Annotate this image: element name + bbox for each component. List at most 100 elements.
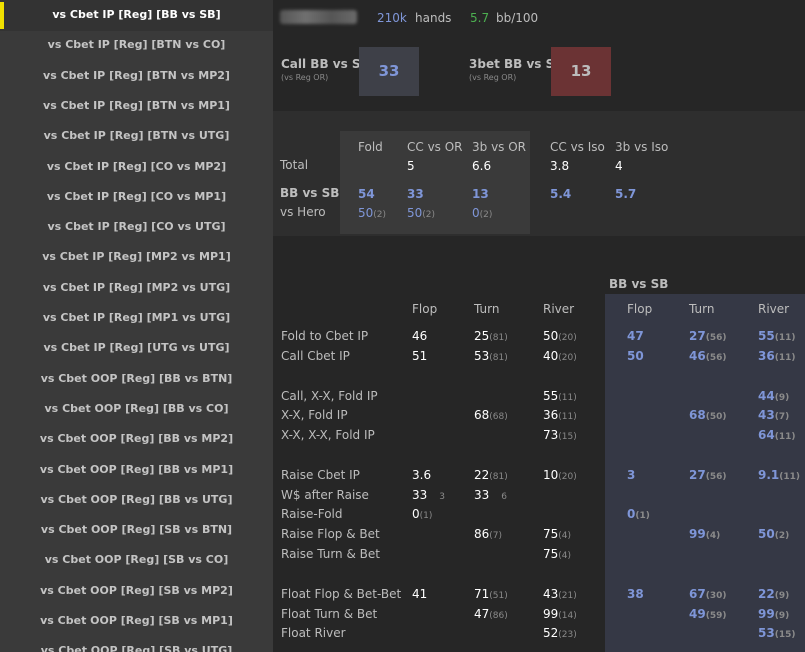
postflop-value: 75(4) (543, 527, 572, 541)
bbsb-value: 9.1(11) (758, 468, 801, 482)
postflop-value-sample: 6 (501, 492, 508, 502)
sidebar-active-highlight (0, 0, 273, 31)
bbsb-value: 3 (627, 468, 636, 482)
bbsb-value-sample: (11) (774, 333, 796, 343)
sidebar-item[interactable]: vs Cbet OOP [Reg] [SB vs MP1] (40, 614, 233, 627)
bbsb-value: 27(56) (689, 329, 727, 343)
sidebar-item[interactable]: vs Cbet IP [Reg] [BTN vs MP1] (43, 98, 230, 112)
sidebar-item[interactable]: vs Cbet IP [Reg] [MP1 vs UTG] (42, 311, 231, 324)
sidebar-item[interactable]: vs Cbet OOP [Reg] [SB vs BTN] (40, 523, 233, 537)
postflop-row-label: Float Turn & Bet (281, 607, 378, 621)
call-stat-sub: (vs Reg OR) (281, 73, 329, 82)
postflop-value-sample: (20) (558, 333, 577, 343)
postflop-value: 75(4) (543, 547, 572, 561)
sidebar-item[interactable]: vs Cbet OOP [Reg] [SB vs MP2] (40, 583, 233, 597)
hud-total-value: 4 (615, 159, 623, 173)
hands-count: 210k (377, 11, 407, 25)
postflop-value: 40(20) (543, 349, 577, 363)
postflop-value: 33 3 (412, 488, 446, 502)
sidebar-item[interactable]: vs Cbet OOP [Reg] [SB vs UTG] (40, 644, 233, 652)
sidebar-item[interactable]: vs Cbet IP [Reg] [BTN vs MP2] (43, 68, 230, 82)
bbsb-value-sample: (15) (774, 630, 796, 640)
postflop-value: 43(21) (543, 587, 577, 601)
postflop-col-header: Flop (412, 302, 438, 316)
sidebar-item[interactable]: vs Cbet IP [Reg] [CO vs MP1] (46, 189, 227, 203)
bbsb-value-sample: (4) (705, 531, 721, 541)
sidebar-item[interactable]: vs Cbet IP [Reg] [BTN vs UTG] (43, 129, 230, 143)
bb-vs-sb-panel (605, 294, 805, 652)
postflop-value: 50(20) (543, 329, 577, 343)
bbsb-value-sample: (2) (774, 531, 790, 541)
sidebar-item[interactable]: vs Cbet IP [Reg] [MP2 vs MP1] (42, 250, 231, 264)
hud-hero-sample: (2) (479, 210, 493, 220)
postflop-value: 0(1) (412, 507, 433, 521)
bbsb-value: 36(11) (758, 349, 796, 363)
bbsb-value: 44(9) (758, 389, 790, 403)
bbsb-value-sample: (11) (779, 472, 801, 482)
postflop-row-label: W$ after Raise (281, 488, 369, 502)
bbsb-value: 64(11) (758, 428, 796, 442)
hud-hero-sample: (2) (373, 210, 387, 220)
bbsb-value-sample: (50) (705, 412, 727, 422)
sidebar-item[interactable]: vs Cbet OOP [Reg] [BB vs BTN] (40, 371, 233, 385)
hud-col-header: 3b vs OR (472, 140, 527, 154)
postflop-value: 68(68) (474, 408, 508, 422)
hud-total-value: 6.6 (472, 159, 492, 173)
sidebar-item[interactable]: vs Cbet IP [Reg] [CO vs MP2] (46, 159, 227, 173)
postflop-row-label: Raise-Fold (281, 507, 343, 521)
postflop-value: 46 (412, 329, 428, 343)
bbsb-value: 43(7) (758, 408, 790, 422)
sidebar-item[interactable]: vs Cbet IP [Reg] [UTG vs UTG] (43, 341, 230, 355)
postflop-row-label: Raise Flop & Bet (281, 527, 380, 541)
threebet-stat-sub: (vs Reg OR) (469, 73, 517, 82)
postflop-value: 36(11) (543, 408, 577, 422)
hud-col-header: Fold (358, 140, 383, 154)
bbsb-value-sample: (1) (635, 511, 650, 521)
hud-col-header: CC vs Iso (550, 140, 605, 154)
bb-vs-sb-panel-title: BB vs SB (609, 277, 669, 291)
hud-total-value: 5 (407, 159, 415, 173)
sidebar-item[interactable]: vs Cbet OOP [Reg] [BB vs CO] (44, 401, 229, 415)
postflop-value-sample: (4) (558, 551, 572, 561)
postflop-value: 25(81) (474, 329, 508, 343)
postflop-row-label: Float Flop & Bet-Bet (281, 587, 402, 601)
bbsb-col-header: Flop (627, 302, 653, 316)
postflop-value-sample: (81) (489, 333, 508, 343)
player-name-blurred (280, 10, 357, 24)
postflop-value: 73(15) (543, 428, 577, 442)
postflop-value-sample: (20) (558, 472, 577, 482)
bbsb-value: 50(2) (758, 527, 790, 541)
postflop-value-sample: (4) (558, 531, 572, 541)
sidebar-item[interactable]: vs Cbet IP [Reg] [MP2 vs UTG] (42, 280, 231, 294)
bbsb-value-sample: (9) (774, 591, 790, 601)
postflop-value-sample: (86) (489, 611, 508, 621)
bbsb-value: 22(9) (758, 587, 790, 601)
sidebar-item[interactable]: vs Cbet IP [Reg] [CO vs UTG] (47, 220, 226, 234)
postflop-value-sample: (11) (558, 412, 577, 422)
bbsb-value: 53(15) (758, 626, 796, 640)
bbsb-value-sample: (11) (774, 432, 796, 442)
bbsb-value-sample: (9) (774, 611, 790, 621)
bbsb-value-sample: (9) (774, 393, 790, 403)
preflop-hud-highlight (340, 131, 530, 234)
postflop-value-sample: (68) (489, 412, 508, 422)
postflop-row-label: Float River (281, 626, 346, 640)
postflop-value: 99(14) (543, 607, 577, 621)
postflop-row-label: X-X, X-X, Fold IP (281, 428, 375, 442)
hud-row-hero-label: vs Hero (280, 205, 326, 219)
postflop-value-sample: (21) (558, 591, 577, 601)
sidebar-item[interactable]: vs Cbet IP [Reg] [BTN vs CO] (47, 38, 226, 52)
bbsb-value: 38 (627, 587, 644, 601)
postflop-value: 52(23) (543, 626, 577, 640)
postflop-value: 33 6 (474, 488, 508, 502)
bbsb-col-header: River (758, 302, 790, 316)
sidebar-item[interactable]: vs Cbet OOP [Reg] [SB vs CO] (44, 553, 229, 567)
hud-bbsb-value: 33 (407, 187, 424, 201)
sidebar-item[interactable]: vs Cbet OOP [Reg] [BB vs UTG] (40, 492, 233, 506)
sidebar-item[interactable]: vs Cbet OOP [Reg] [BB vs MP2] (39, 432, 234, 446)
sidebar-item[interactable]: vs Cbet IP [Reg] [BB vs SB] (52, 8, 221, 21)
postflop-value-sample: (11) (558, 393, 577, 403)
hud-row-bbsb-label: BB vs SB (280, 186, 340, 200)
postflop-value: 86(7) (474, 527, 503, 541)
sidebar-item[interactable]: vs Cbet OOP [Reg] [BB vs MP1] (39, 462, 234, 476)
